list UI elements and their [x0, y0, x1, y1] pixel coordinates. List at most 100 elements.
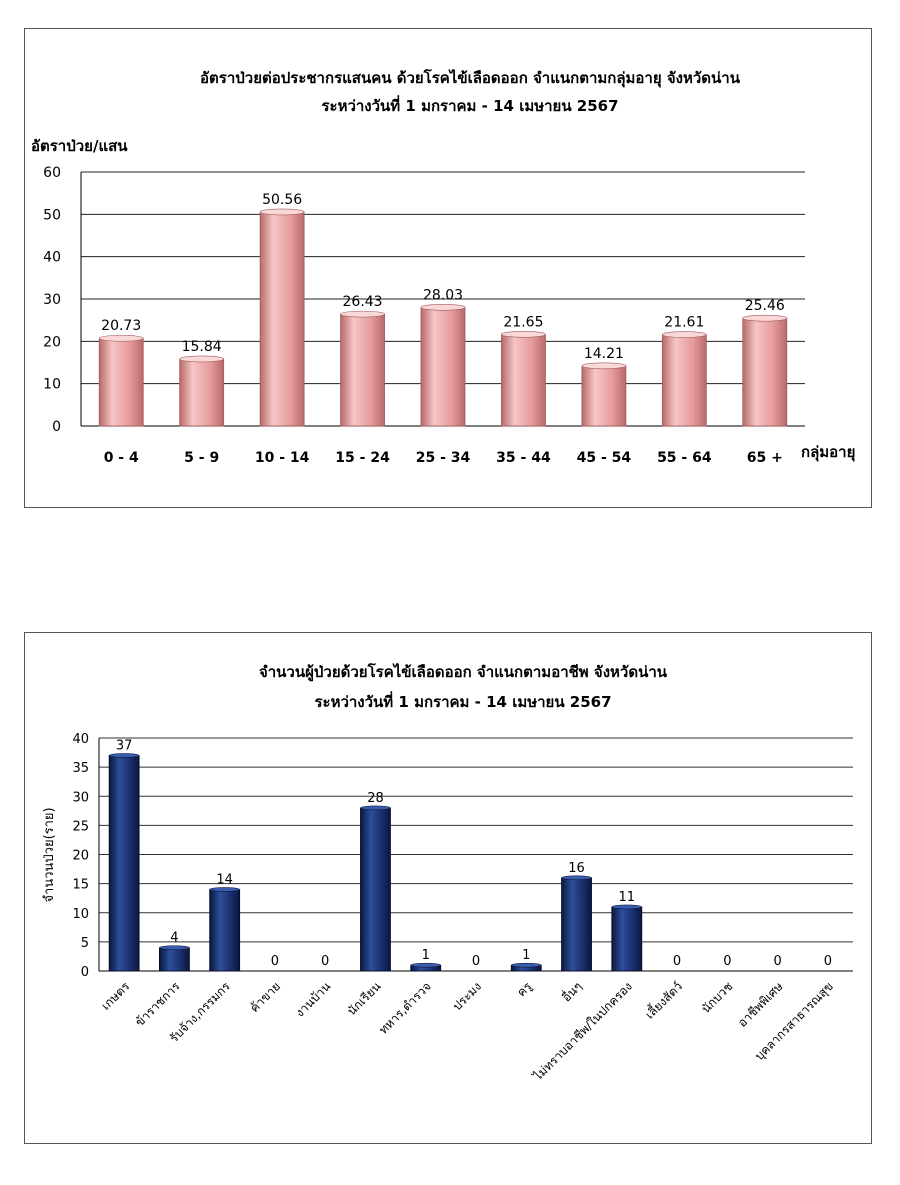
- chart1-y-tick-label: 50: [43, 207, 61, 223]
- chart2-bar-top: [209, 887, 240, 892]
- chart1-category-label: 0 - 4: [104, 450, 139, 466]
- chart2-title: จำนวนผู้ป่วยด้วยโรคไข้เลือดออก จำแนกตามอ…: [259, 662, 668, 682]
- chart2-data-label: 0: [773, 954, 781, 969]
- chart1-y-tick-label: 10: [43, 377, 61, 393]
- chart2-data-label: 1: [522, 948, 530, 963]
- chart1-data-label: 50.56: [262, 192, 302, 208]
- chart2-y-tick-label: 10: [72, 907, 89, 922]
- chart2-y-tick-label: 0: [81, 965, 89, 980]
- chart1-data-label: 26.43: [343, 294, 383, 310]
- occupation-chart-panel: จำนวนผู้ป่วยด้วยโรคไข้เลือดออก จำแนกตามอ…: [24, 632, 872, 1144]
- chart1-category-label: 35 - 44: [496, 450, 551, 466]
- chart2-data-label: 4: [170, 931, 178, 946]
- chart1-bar: [98, 337, 144, 427]
- chart1-category-label: 10 - 14: [255, 450, 310, 466]
- chart2-bar: [611, 906, 643, 972]
- chart2-data-label: 11: [619, 890, 636, 905]
- chart1-bar-top: [581, 362, 627, 370]
- chart2-data-label: 14: [216, 872, 233, 887]
- chart1-bar-top: [340, 310, 385, 318]
- age-group-chart-panel: อัตราป่วยต่อประชากรแสนคน ด้วยโรคไข้เลือด…: [24, 28, 872, 508]
- chart1-bar: [340, 313, 385, 427]
- chart1-category-label: 25 - 34: [416, 450, 471, 466]
- chart2-bar-top: [360, 805, 391, 811]
- chart2-data-label: 1: [422, 948, 430, 963]
- chart2-data-label: 28: [367, 791, 384, 806]
- chart1-x-axis-label: กลุ่มอายุ: [801, 443, 855, 462]
- chart1-bars: [98, 208, 788, 427]
- chart2-y-tick-label: 25: [72, 819, 89, 834]
- chart2-category-label: อาชีพพิเศษ: [735, 979, 786, 1030]
- chart2-y-tick-label: 15: [72, 878, 89, 893]
- chart2-data-label: 37: [116, 738, 133, 753]
- chart2-bar-top: [159, 945, 190, 950]
- chart2-category-label: ค้าขาย: [247, 979, 283, 1015]
- chart1-y-tick-label: 40: [43, 250, 61, 266]
- chart1-bar-top: [179, 355, 224, 363]
- chart2-category-label: ครู: [514, 979, 535, 1000]
- chart2-y-tick-label: 20: [72, 849, 89, 864]
- chart1-category-label: 5 - 9: [184, 450, 219, 466]
- chart2-data-label: 0: [321, 954, 329, 969]
- chart1-title: อัตราป่วยต่อประชากรแสนคน ด้วยโรคไข้เลือด…: [200, 68, 741, 88]
- chart2-y-axis-label: จำนวนป่วย(ราย): [42, 807, 57, 902]
- chart2-gridlines: [98, 737, 853, 972]
- chart1-category-label: 15 - 24: [335, 450, 390, 466]
- chart2-bar: [108, 755, 140, 972]
- chart2-category-label: ข้าราชการ: [133, 979, 183, 1029]
- chart1-bar-top: [98, 334, 144, 342]
- chart1-y-tick-label: 20: [43, 334, 61, 350]
- chart2-bar-top: [561, 875, 592, 881]
- chart1-category-label: 45 - 54: [577, 450, 632, 466]
- chart1-data-label: 20.73: [101, 318, 141, 334]
- chart2-bar-top: [511, 962, 542, 968]
- chart2-y-tick-label: 30: [72, 790, 89, 805]
- chart1-bar: [742, 317, 788, 427]
- chart2-data-labels: 37 4 14 0 0 28 1 0 1 16 11 0 0 0 0: [116, 738, 832, 969]
- chart1-subtitle: ระหว่างวันที่ 1 มกราคม - 14 เมษายน 2567: [321, 95, 618, 115]
- chart2-bar: [360, 807, 391, 972]
- chart2-bar: [561, 877, 592, 972]
- chart1-bar-top: [420, 304, 466, 311]
- chart2-category-label: ประมง: [450, 979, 484, 1013]
- chart1-category-label: 55 - 64: [657, 450, 712, 466]
- occupation-chart: จำนวนผู้ป่วยด้วยโรคไข้เลือดออก จำแนกตามอ…: [42, 662, 853, 1084]
- chart1-bar: [501, 333, 546, 427]
- chart2-subtitle: ระหว่างวันที่ 1 มกราคม - 14 เมษายน 2567: [314, 691, 611, 711]
- chart1-y-tick-label: 0: [52, 419, 61, 435]
- chart1-bar: [179, 358, 225, 427]
- chart1-y-axis-label: อัตราป่วย/แสน: [31, 137, 128, 155]
- chart2-data-label: 0: [472, 954, 480, 969]
- chart2-data-label: 0: [824, 954, 832, 969]
- chart2-data-label: 0: [723, 954, 731, 969]
- chart2-category-label: อื่นๆ: [558, 978, 585, 1005]
- chart1-data-label: 15.84: [182, 339, 222, 355]
- chart2-bar-top: [611, 904, 643, 910]
- chart1-y-tick-label: 60: [43, 165, 61, 181]
- chart1-data-label: 21.61: [664, 315, 704, 331]
- age-group-chart: อัตราป่วยต่อประชากรแสนคน ด้วยโรคไข้เลือด…: [31, 68, 855, 466]
- chart1-bar-top: [742, 314, 788, 322]
- chart2-data-label: 16: [568, 861, 585, 876]
- chart2-category-label: เกษตร: [99, 979, 133, 1013]
- chart1-category-labels: 0 - 4 5 - 9 10 - 14 15 - 24 25 - 34 35 - 44 45…: [104, 450, 783, 466]
- chart2-y-tick-label: 40: [72, 732, 89, 747]
- chart2-data-label: 0: [673, 954, 681, 969]
- chart2-y-ticks: 0 5 10 15 20 25 30 35 40: [72, 732, 89, 980]
- chart2-category-label: งานบ้าน: [293, 979, 334, 1020]
- chart2-category-label: นักเรียน: [345, 979, 384, 1018]
- chart2-category-label: นักบวช: [699, 979, 736, 1016]
- chart1-bar-top: [259, 208, 305, 216]
- chart1-bar: [420, 306, 466, 427]
- chart2-bars: [108, 753, 643, 972]
- chart1-bar: [661, 334, 707, 427]
- chart2-y-tick-label: 5: [81, 936, 89, 951]
- chart2-category-label: ทหาร,ตำรวจ: [376, 979, 434, 1037]
- chart1-data-label: 28.03: [423, 287, 463, 303]
- chart1-data-labels: 20.73 15.84 50.56 26.43 28.03 21.65 14.21 21.61…: [101, 192, 785, 362]
- chart2-bar-top: [108, 753, 140, 758]
- chart1-data-label: 21.65: [503, 314, 543, 330]
- chart1-bar: [259, 211, 305, 427]
- chart2-bar: [158, 947, 190, 972]
